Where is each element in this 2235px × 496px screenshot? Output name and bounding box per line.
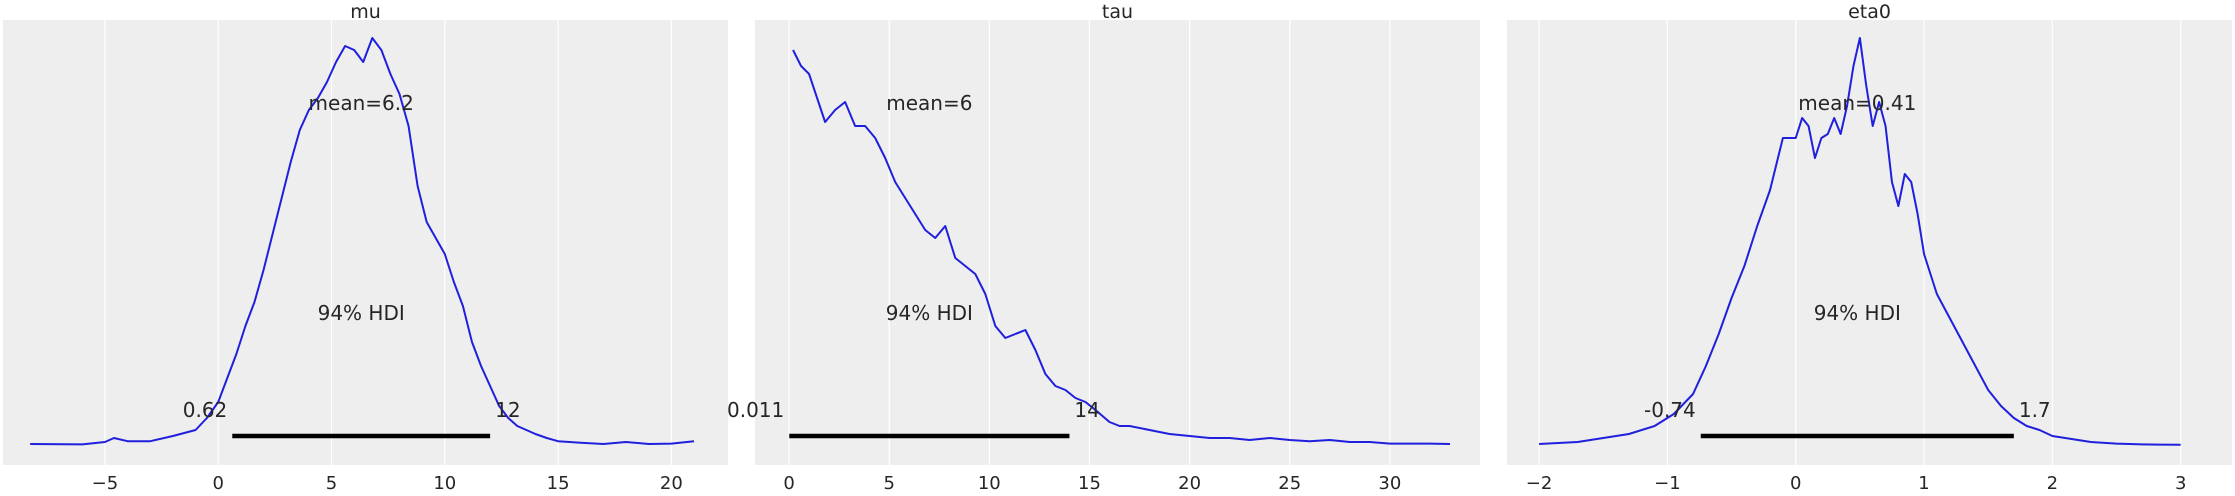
panel-title: eta0 bbox=[1848, 1, 1891, 23]
x-tick-label: 5 bbox=[883, 473, 894, 494]
density-curve bbox=[1539, 37, 2181, 446]
density-curve bbox=[30, 37, 695, 446]
panel-title: tau bbox=[1102, 1, 1133, 23]
x-tick-label: 10 bbox=[433, 473, 456, 494]
hdi-label: 94% HDI bbox=[318, 301, 405, 325]
x-tick-label: 2 bbox=[2047, 473, 2058, 494]
hdi-low-label: -0.74 bbox=[1644, 398, 1696, 422]
axes-background bbox=[755, 20, 1480, 465]
x-tick-label: 30 bbox=[1378, 473, 1401, 494]
hdi-label: 94% HDI bbox=[1814, 301, 1901, 325]
mean-label: mean=0.41 bbox=[1798, 91, 1916, 115]
hdi-high-label: 1.7 bbox=[2019, 398, 2051, 422]
x-tick-label: 0 bbox=[783, 473, 794, 494]
hdi-low-label: 0.011 bbox=[727, 398, 784, 422]
x-tick-label: −5 bbox=[92, 473, 119, 494]
hdi-label: 94% HDI bbox=[886, 301, 973, 325]
x-tick-label: 15 bbox=[1078, 473, 1101, 494]
hdi-high-label: 12 bbox=[495, 398, 520, 422]
x-tick-label: −2 bbox=[1526, 473, 1553, 494]
mean-label: mean=6 bbox=[886, 91, 972, 115]
panel-mu: mu mean=6.2 94% HDI 0.62 12 −5 0 5 10 15 20 bbox=[3, 1, 728, 494]
x-tick-label: 20 bbox=[1178, 473, 1201, 494]
hdi-low-label: 0.62 bbox=[183, 398, 228, 422]
x-tick-label: 1 bbox=[1918, 473, 1929, 494]
panel-eta0: eta0 mean=0.41 94% HDI -0.74 1.7 −2 −1 0 1 2 3 bbox=[1507, 1, 2232, 494]
axes-background bbox=[1507, 20, 2232, 465]
x-tick-label: 10 bbox=[978, 473, 1001, 494]
panel-title: mu bbox=[350, 1, 381, 23]
density-curve bbox=[792, 49, 1450, 445]
x-tick-label: 20 bbox=[660, 473, 683, 494]
mean-label: mean=6.2 bbox=[309, 91, 414, 115]
x-tick-label: 0 bbox=[1790, 473, 1801, 494]
x-tick-label: 15 bbox=[547, 473, 570, 494]
x-tick-label: 3 bbox=[2175, 473, 2186, 494]
panel-tau: tau mean=6 94% HDI 0.011 14 0 5 10 15 20 25 30 bbox=[727, 1, 1480, 494]
hdi-high-label: 14 bbox=[1074, 398, 1099, 422]
axes-background bbox=[3, 20, 728, 465]
x-tick-label: 25 bbox=[1278, 473, 1301, 494]
x-tick-label: −1 bbox=[1654, 473, 1681, 494]
x-tick-label: 0 bbox=[213, 473, 224, 494]
x-tick-label: 5 bbox=[326, 473, 337, 494]
